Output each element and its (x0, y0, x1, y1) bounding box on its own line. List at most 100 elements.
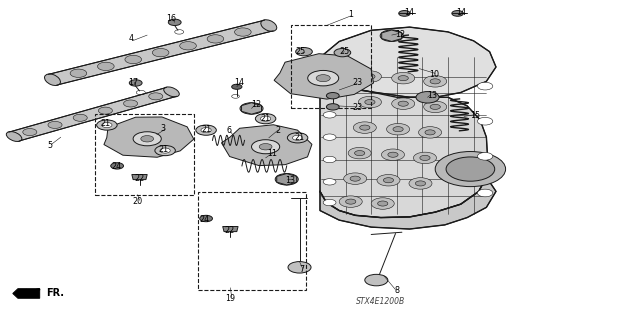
Polygon shape (132, 174, 147, 180)
Circle shape (288, 262, 311, 273)
Text: 8: 8 (394, 286, 399, 295)
Circle shape (430, 79, 440, 84)
Polygon shape (274, 54, 374, 99)
Circle shape (392, 98, 415, 109)
Circle shape (323, 89, 336, 96)
Circle shape (425, 130, 435, 135)
Circle shape (97, 62, 114, 70)
Text: 14: 14 (234, 78, 244, 87)
Circle shape (200, 215, 212, 222)
Circle shape (168, 19, 181, 26)
Text: 15: 15 (470, 111, 480, 120)
Polygon shape (320, 27, 496, 97)
Polygon shape (221, 125, 312, 166)
Text: 23: 23 (352, 78, 362, 87)
Circle shape (398, 76, 408, 81)
Circle shape (419, 127, 442, 138)
Circle shape (380, 30, 403, 41)
Circle shape (424, 76, 447, 87)
Circle shape (141, 136, 154, 142)
Circle shape (452, 11, 463, 16)
Circle shape (70, 69, 87, 78)
Circle shape (232, 84, 242, 89)
Ellipse shape (261, 20, 276, 31)
Text: 21: 21 (158, 145, 168, 154)
Bar (198, 192, 306, 290)
Text: 6: 6 (227, 126, 232, 135)
Circle shape (292, 135, 303, 140)
Circle shape (287, 133, 308, 143)
Circle shape (360, 125, 370, 130)
Circle shape (477, 82, 493, 90)
Circle shape (344, 173, 367, 184)
Circle shape (365, 100, 375, 105)
Circle shape (48, 122, 62, 129)
Circle shape (73, 114, 87, 121)
Circle shape (207, 35, 224, 43)
Circle shape (358, 96, 381, 108)
Text: 13: 13 (285, 176, 296, 185)
Text: 1: 1 (348, 10, 353, 19)
Polygon shape (276, 174, 297, 185)
Text: 22: 22 (134, 174, 145, 183)
Text: 3: 3 (161, 124, 166, 133)
Text: 2: 2 (276, 126, 281, 135)
Circle shape (383, 178, 394, 183)
Polygon shape (9, 87, 177, 141)
Circle shape (102, 122, 112, 128)
Circle shape (124, 100, 138, 107)
Circle shape (129, 80, 142, 86)
Circle shape (415, 181, 426, 186)
Text: 10: 10 (429, 70, 440, 78)
Circle shape (424, 101, 447, 113)
Circle shape (323, 199, 336, 206)
Text: 11: 11 (267, 149, 277, 158)
Circle shape (339, 196, 362, 207)
Circle shape (388, 152, 398, 157)
Circle shape (371, 198, 394, 209)
Text: 13: 13 (427, 91, 437, 100)
Circle shape (420, 155, 430, 160)
Circle shape (358, 71, 381, 82)
Text: 16: 16 (166, 14, 177, 23)
Circle shape (260, 116, 271, 121)
Circle shape (392, 72, 415, 84)
Text: 20: 20 (132, 197, 143, 206)
Text: 21: 21 (260, 114, 271, 122)
Polygon shape (13, 289, 40, 298)
Text: 5: 5 (47, 141, 52, 150)
Circle shape (377, 174, 400, 186)
Polygon shape (320, 57, 488, 218)
Circle shape (234, 28, 251, 36)
Text: 7: 7 (300, 265, 305, 274)
Circle shape (180, 41, 196, 50)
Circle shape (326, 93, 339, 99)
Circle shape (435, 152, 506, 187)
Circle shape (365, 74, 375, 79)
Circle shape (148, 93, 163, 100)
Circle shape (477, 152, 493, 160)
Circle shape (399, 11, 410, 16)
Circle shape (259, 144, 272, 150)
Circle shape (326, 104, 339, 110)
Text: 24: 24 (200, 215, 210, 224)
Ellipse shape (164, 87, 179, 97)
Text: 12: 12 (251, 100, 261, 109)
Circle shape (323, 64, 336, 70)
Polygon shape (241, 103, 262, 114)
Circle shape (446, 157, 495, 181)
Circle shape (240, 103, 263, 114)
Circle shape (365, 274, 388, 286)
Circle shape (133, 132, 161, 146)
Text: 21: 21 (294, 133, 305, 142)
Text: 22: 22 (224, 226, 234, 235)
Circle shape (125, 56, 141, 64)
Circle shape (152, 48, 169, 57)
Text: 24: 24 (111, 162, 122, 171)
Text: 21: 21 (100, 119, 111, 128)
Circle shape (275, 174, 298, 185)
Text: 25: 25 (296, 47, 306, 56)
Circle shape (355, 151, 365, 156)
Circle shape (346, 199, 356, 204)
Circle shape (353, 122, 376, 133)
